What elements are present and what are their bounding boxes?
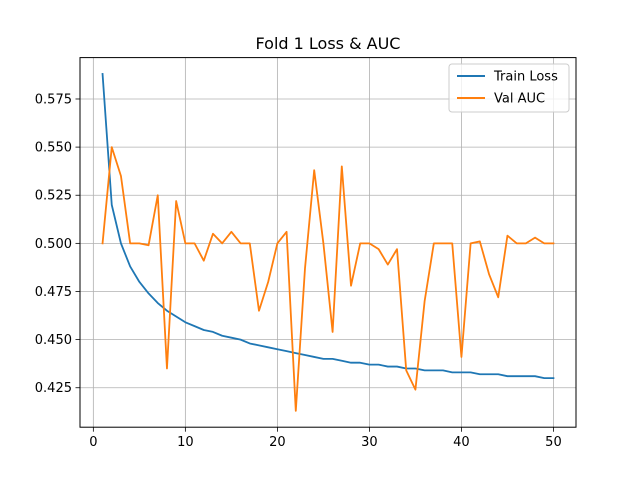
x-tick-label: 0 xyxy=(89,435,97,450)
legend-label-train-loss: Train Loss xyxy=(493,70,558,85)
y-tick-label: 0.450 xyxy=(35,333,72,348)
legend-label-val-auc: Val AUC xyxy=(494,92,545,107)
y-tick-label: 0.475 xyxy=(35,285,72,300)
x-tick-label: 40 xyxy=(453,435,470,450)
x-tick-label: 50 xyxy=(545,435,562,450)
legend: Train Loss Val AUC xyxy=(448,63,570,113)
ticks: 0 10 20 30 40 50 0.425 0.450 0.475 0.500 0.525 0.55… xyxy=(35,92,562,450)
x-tick-label: 10 xyxy=(177,435,194,450)
y-tick-label: 0.550 xyxy=(35,141,72,156)
chart-title: Fold 1 Loss & AUC xyxy=(256,34,401,53)
y-tick-label: 0.425 xyxy=(35,381,72,396)
x-tick-label: 30 xyxy=(361,435,378,450)
x-tick-label: 20 xyxy=(269,435,286,450)
series-line-train-loss xyxy=(101,72,555,380)
y-tick-label: 0.500 xyxy=(35,237,72,252)
y-tick-label: 0.575 xyxy=(35,92,72,107)
series-lines xyxy=(101,72,555,412)
y-tick-label: 0.525 xyxy=(35,189,72,204)
series-line-val-auc xyxy=(101,146,555,412)
plot-frame xyxy=(79,57,577,428)
